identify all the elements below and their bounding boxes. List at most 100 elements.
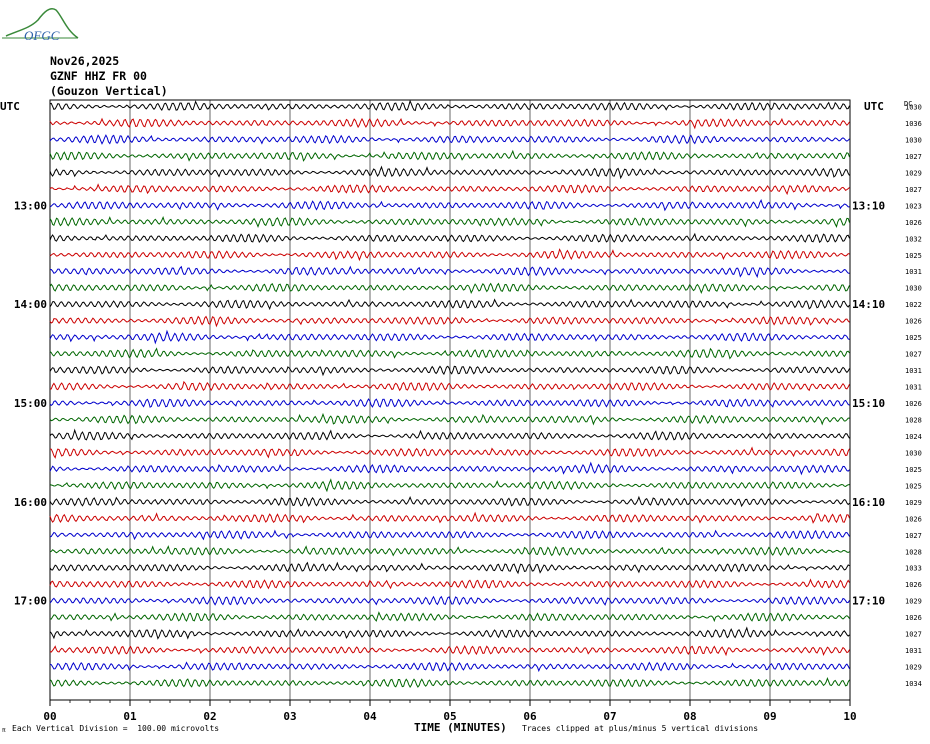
right-hour-label: 17:10 [852, 595, 885, 608]
seismic-trace [49, 282, 850, 295]
seismic-trace [49, 461, 850, 476]
dc-offset-label: 1031 [905, 367, 922, 375]
dc-offset-label: 1027 [905, 532, 922, 540]
seismic-trace [49, 561, 850, 575]
dc-offset-label: 1031 [905, 384, 922, 392]
seismic-trace [49, 529, 850, 541]
seismic-trace [49, 661, 850, 673]
header-date: Nov26,2025 [50, 54, 120, 68]
dc-offset-label: 1027 [905, 631, 922, 639]
seismic-trace [49, 677, 850, 688]
right-hour-label: 15:10 [852, 397, 885, 410]
seismic-trace [49, 298, 850, 311]
seismic-trace [49, 183, 850, 196]
left-axis-label: UTC [0, 100, 20, 113]
seismic-trace [49, 165, 850, 180]
logo-text: OFGC [24, 28, 60, 43]
dc-offset-label: 1032 [905, 235, 922, 243]
left-hour-label: 15:00 [14, 397, 47, 410]
left-hour-label: 13:00 [14, 199, 47, 212]
dc-offset-label: 1031 [905, 268, 922, 276]
x-tick-label: 03 [283, 710, 296, 723]
seismic-trace [49, 248, 850, 262]
seismic-trace [49, 380, 850, 392]
seismic-trace [49, 626, 850, 640]
clip-note: Traces clipped at plus/minus 5 vertical … [522, 724, 759, 733]
dc-offset-label: 1028 [905, 548, 922, 556]
seismic-trace [49, 199, 850, 212]
seismic-trace [49, 315, 850, 328]
x-tick-label: 05 [443, 710, 456, 723]
dc-offset-label: 1026 [905, 318, 922, 326]
trace-group [49, 99, 850, 688]
scale-note: Each Vertical Division = 100.00 microvol… [12, 724, 220, 733]
seismic-trace [49, 545, 850, 557]
right-hour-label: 13:10 [852, 199, 885, 212]
left-hour-label: 17:00 [14, 595, 47, 608]
dc-offset-label: 1029 [905, 169, 922, 177]
x-tick-label: 10 [843, 710, 856, 723]
x-tick-label: 09 [763, 710, 776, 723]
x-tick-label: 01 [123, 710, 137, 723]
corner-mark: π [2, 727, 6, 734]
x-tick-label: 04 [363, 710, 377, 723]
dc-offset-label: 1024 [905, 433, 922, 441]
x-tick-label: 08 [683, 710, 696, 723]
dc-offset-label: 1029 [905, 499, 922, 507]
ofgc-logo: OFGC [2, 8, 79, 43]
x-axis-title: TIME (MINUTES) [414, 721, 507, 734]
dc-offset-label: 1026 [905, 614, 922, 622]
dc-offset-label: 1034 [905, 680, 922, 688]
seismic-trace [49, 347, 850, 360]
dc-offset-label: 1027 [905, 351, 922, 359]
dc-offset-label: 1029 [905, 664, 922, 672]
dc-offset-label: 1028 [905, 416, 922, 424]
seismic-trace [49, 478, 850, 493]
x-tick-label: 06 [523, 710, 537, 723]
dc-offset-label: 1029 [905, 598, 922, 606]
axis-labels: 00 01 02 03 04 05 06 07 08 09 10 1030 1036 1030 1027 10… [14, 104, 922, 724]
dc-offset-label: 1025 [905, 482, 922, 490]
dc-offset-label: 1030 [905, 449, 922, 457]
seismic-trace [49, 99, 850, 112]
dc-offset-label: 1026 [905, 515, 922, 523]
dc-offset-label: 1026 [905, 400, 922, 408]
seismic-trace [49, 412, 850, 426]
left-hour-label: 14:00 [14, 298, 47, 311]
x-tick-label: 00 [43, 710, 56, 723]
header-station: GZNF HHZ FR 00 [50, 69, 147, 83]
x-tick-label: 07 [603, 710, 616, 723]
seismic-trace [49, 232, 850, 244]
seismic-trace [49, 495, 850, 508]
seismic-trace [49, 398, 850, 408]
dc-column-header: DC [904, 100, 912, 108]
dc-offset-label: 1026 [905, 581, 922, 589]
dc-offset-label: 1030 [905, 285, 922, 293]
seismic-trace [49, 446, 850, 459]
seismic-trace [49, 117, 850, 130]
seismic-trace [49, 149, 850, 162]
seismic-trace [49, 265, 850, 279]
dc-offset-label: 1031 [905, 647, 922, 655]
dc-offset-label: 1030 [905, 136, 922, 144]
logo-curve [5, 8, 79, 39]
right-axis-label: UTC [864, 100, 884, 113]
x-tick-label: 02 [203, 710, 216, 723]
dc-offset-label: 1030 [905, 104, 922, 112]
right-hour-label: 16:10 [852, 496, 885, 509]
dc-offset-label: 1025 [905, 252, 922, 260]
dc-offset-label: 1025 [905, 466, 922, 474]
seismic-trace [49, 511, 850, 524]
seismic-trace [49, 365, 850, 377]
seismic-trace [49, 428, 850, 441]
seismic-trace [49, 329, 850, 345]
left-hour-label: 16:00 [14, 496, 47, 509]
dc-offset-label: 1033 [905, 565, 922, 573]
seismic-trace [49, 611, 850, 623]
seismic-trace [49, 595, 850, 606]
dc-offset-label: 1025 [905, 334, 922, 342]
header-location: (Gouzon Vertical) [50, 84, 168, 98]
seismic-trace [49, 644, 850, 657]
dc-offset-label: 1026 [905, 219, 922, 227]
